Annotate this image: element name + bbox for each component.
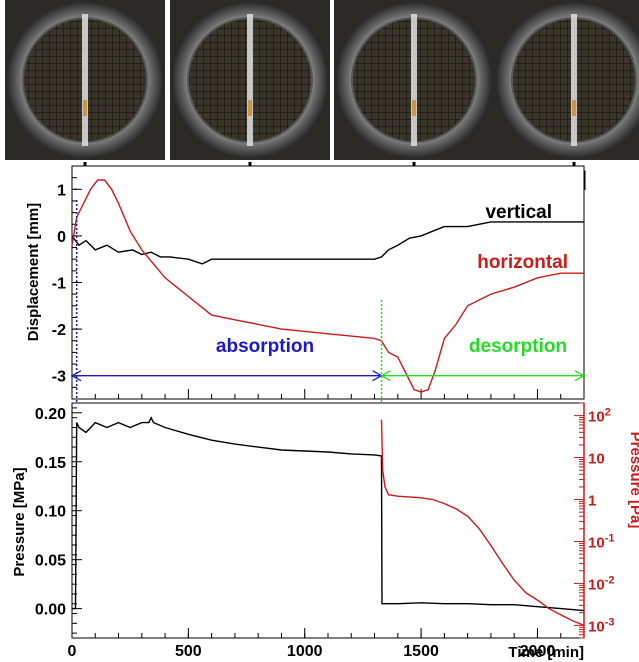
yr-tick-label: 1 [588,493,596,510]
label-vertical: vertical [485,202,552,223]
yr-tick-label: 102 [588,407,611,426]
yr-tick-label: 10-3 [588,616,614,635]
photo-3-sample [411,14,417,146]
ytick-label: 0.20 [35,406,66,423]
arrow-desorption-head-left [380,370,391,382]
yr-tick-label: 10-2 [588,574,614,593]
photo-1 [5,0,165,160]
series-pressure-mpa [72,416,585,612]
photo-strip [5,0,639,160]
photo-4 [494,0,639,160]
photo-4-stain [572,100,576,116]
displacement-ylabel: Displacement [mm] [25,203,42,341]
arrow-desorption-head-right [574,370,586,382]
xtick-label: 2000 [520,643,556,660]
xtick-label: 500 [175,643,202,660]
ytick-label: 0.15 [35,455,66,472]
pressure-axes: 0.00 0.05 0.10 0.15 0.20 0 500 1000 1500 2000 102 1… [35,402,614,660]
photo-2-sample [247,14,253,146]
ytick-label: 0.10 [35,504,66,521]
ytick-label: 0.05 [35,553,66,570]
ytick-label: 0 [57,229,66,246]
ytick-label: 1 [57,182,66,199]
xtick-label: 1000 [287,643,323,660]
label-desorption: desorption [469,336,567,357]
pressure-ylabel-right: Pressure [Pa] [627,432,639,529]
photo-2-stain [248,100,252,116]
photo-3 [334,0,494,160]
yr-tick-label: 10 [588,451,605,468]
pressure-panel: 0.00 0.05 0.10 0.15 0.20 0 500 1000 1500 2000 102 1… [11,402,639,661]
xtick-label: 1500 [403,643,439,660]
ytick-label: 0.00 [35,602,66,619]
photo-1-stain [83,100,87,116]
displacement-series [71,179,584,393]
arrow-absorption-head-left [70,370,82,382]
displacement-plot-area [71,165,585,400]
series-vertical [71,221,584,265]
displacement-axes: 1 0 -1 -2 -3 [52,165,585,400]
photo-3-stain [412,100,416,116]
displacement-panel: 1 0 -1 -2 -3 Displacement [mm] vertical hori… [25,165,586,636]
ytick-label: -3 [52,369,66,386]
pressure-ylabel-left: Pressure [MPa] [11,467,28,576]
yr-tick-label: 10-1 [588,532,614,551]
photo-2 [170,0,330,160]
series-pressure-pa [380,419,585,627]
pressure-plot-area [71,402,585,639]
label-absorption: absorption [216,336,314,357]
photo-4-sample [571,14,577,146]
series-horizontal [71,179,584,393]
xtick-label: 0 [68,643,77,660]
photo-1-sample [82,14,88,146]
ytick-label: -2 [52,322,66,339]
time-xlabel: Time [min] [508,644,584,661]
ytick-label: -1 [52,276,66,293]
pressure-series [72,416,585,627]
label-horizontal: horizontal [477,252,568,273]
